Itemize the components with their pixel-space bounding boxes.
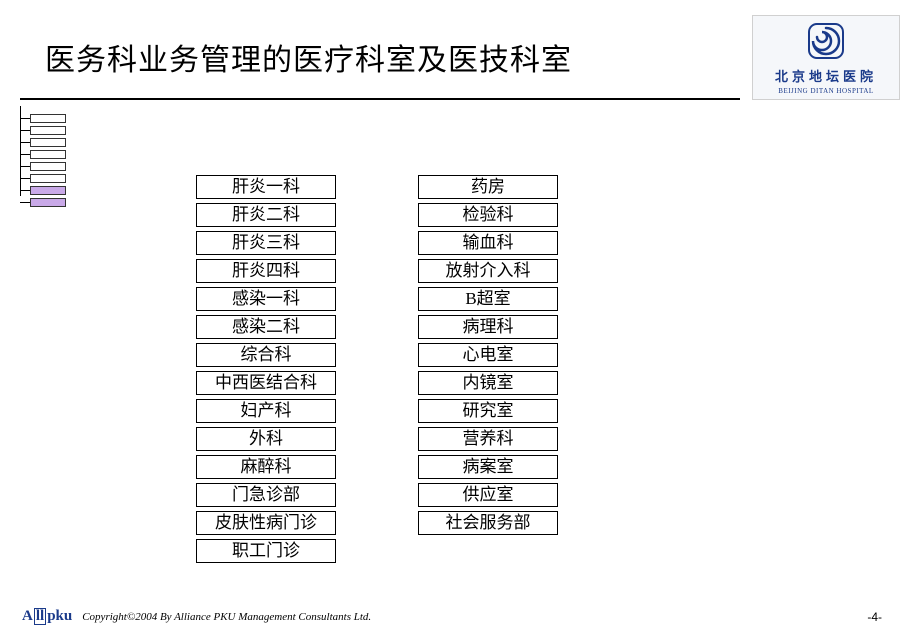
allpku-logo: Allpku — [22, 608, 72, 625]
dept-box: 综合科 — [196, 343, 336, 367]
dept-box: 病案室 — [418, 455, 558, 479]
hospital-logo-icon — [805, 20, 847, 62]
dept-box: 社会服务部 — [418, 511, 558, 535]
hospital-logo-name-cn: 北京地坛医院 — [775, 66, 877, 85]
dept-box: 外科 — [196, 427, 336, 451]
clinical-dept-column: 肝炎一科肝炎二科肝炎三科肝炎四科感染一科感染二科综合科中西医结合科妇产科外科麻醉… — [196, 175, 336, 567]
dept-box: 研究室 — [418, 399, 558, 423]
dept-box: 供应室 — [418, 483, 558, 507]
dept-box: 肝炎二科 — [196, 203, 336, 227]
mini-outline-row — [20, 112, 66, 124]
dept-box: 心电室 — [418, 343, 558, 367]
dept-box: 皮肤性病门诊 — [196, 511, 336, 535]
mini-outline-row — [20, 184, 66, 196]
mini-outline-row — [20, 160, 66, 172]
copyright-text: Copyright©2004 By Alliance PKU Managemen… — [82, 611, 371, 623]
dept-box: 肝炎四科 — [196, 259, 336, 283]
mini-outline-row — [20, 136, 66, 148]
dept-box: 妇产科 — [196, 399, 336, 423]
mini-outline-icon — [20, 112, 66, 208]
page-title: 医务科业务管理的医疗科室及医技科室 — [45, 35, 572, 79]
dept-box: 药房 — [418, 175, 558, 199]
mini-outline-row — [20, 196, 66, 208]
mini-outline-row — [20, 172, 66, 184]
dept-box: 肝炎一科 — [196, 175, 336, 199]
mini-outline-row — [20, 148, 66, 160]
footer: Allpku Copyright©2004 By Alliance PKU Ma… — [0, 608, 920, 625]
dept-box: 感染二科 — [196, 315, 336, 339]
dept-box: 肝炎三科 — [196, 231, 336, 255]
hospital-logo-name-en: BEIJING DITAN HOSPITAL — [778, 87, 873, 95]
medtech-dept-column: 药房检验科输血科放射介入科 B超室病理科心电室内镜室研究室营养科病案室供应室社会服… — [418, 175, 558, 539]
dept-box: 放射介入科 — [418, 259, 558, 283]
page-number: -4- — [867, 610, 882, 624]
dept-box: 输血科 — [418, 231, 558, 255]
dept-box: 中西医结合科 — [196, 371, 336, 395]
dept-box: 营养科 — [418, 427, 558, 451]
dept-box: B超室 — [418, 287, 558, 311]
dept-box: 门急诊部 — [196, 483, 336, 507]
dept-box: 麻醉科 — [196, 455, 336, 479]
dept-box: 职工门诊 — [196, 539, 336, 563]
hospital-logo: 北京地坛医院 BEIJING DITAN HOSPITAL — [752, 15, 900, 100]
dept-box: 内镜室 — [418, 371, 558, 395]
dept-box: 病理科 — [418, 315, 558, 339]
dept-box: 检验科 — [418, 203, 558, 227]
mini-outline-row — [20, 124, 66, 136]
dept-box: 感染一科 — [196, 287, 336, 311]
title-underline — [20, 98, 740, 100]
